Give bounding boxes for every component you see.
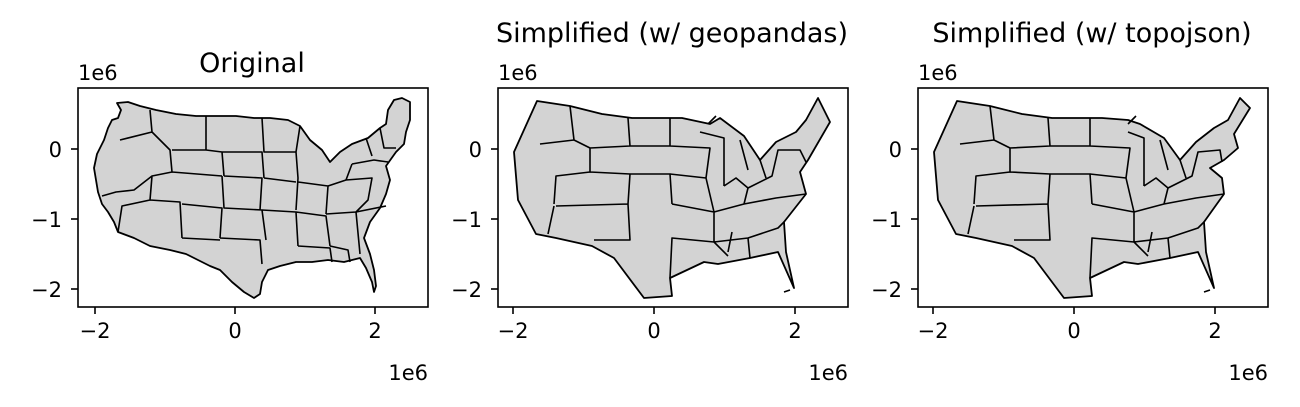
y-offset-label: 1e6 [918,61,958,85]
y-offset-label: 1e6 [498,61,538,85]
x-axis: −2 0 2 1e6 [918,307,1268,385]
y-tick-label: 0 [49,138,62,162]
x-tick-label: 0 [228,319,241,343]
map-panel-original: Original 1e6 −2 0 2 1e6 0 −1 −2 [31,48,429,385]
map-geometry [93,97,411,299]
y-axis: 0 −1 −2 [31,138,78,302]
y-tick-label: −2 [31,278,62,302]
y-tick-label: −1 [451,208,482,232]
x-tick-label: −2 [80,319,111,343]
y-axis: 0 −1 −2 [451,138,498,302]
x-tick-label: 2 [368,319,381,343]
chart-title: Simplified (w/ topojson) [932,18,1251,49]
y-tick-label: −2 [451,278,482,302]
gap-islands [707,115,791,293]
x-offset-label: 1e6 [388,361,428,385]
plot-frame [917,87,1269,308]
map-panel-geopandas: Simplified (w/ geopandas) 1e6 −2 0 2 1e6… [451,18,849,385]
x-tick-label: 2 [788,319,801,343]
y-axis: 0 −1 −2 [871,138,918,302]
map-geometry [933,97,1251,299]
x-offset-label: 1e6 [1228,361,1268,385]
plot-frame [497,87,849,308]
y-tick-label: 0 [889,138,902,162]
x-offset-label: 1e6 [808,361,848,385]
y-tick-label: −1 [871,208,902,232]
y-tick-label: −1 [31,208,62,232]
x-axis: −2 0 2 1e6 [80,307,428,385]
x-tick-label: 0 [647,319,660,343]
state-borders [959,105,1225,279]
y-tick-label: −2 [871,278,902,302]
chart-title: Original [199,48,305,79]
y-tick-label: 0 [469,138,482,162]
x-tick-label: 0 [1067,319,1080,343]
x-axis: −2 0 2 1e6 [498,307,848,385]
x-tick-label: −2 [918,319,949,343]
state-borders [539,105,807,279]
y-offset-label: 1e6 [78,61,118,85]
map-geometry [513,97,831,299]
map-panel-topojson: Simplified (w/ topojson) 1e6 −2 0 2 1e6 … [871,18,1269,385]
plot-frame [77,87,429,308]
x-tick-label: 2 [1208,319,1221,343]
gap-islands [1127,115,1211,293]
state-borders [101,109,396,265]
us-outline [93,97,411,299]
x-tick-label: −2 [498,319,529,343]
chart-title: Simplified (w/ geopandas) [496,18,848,49]
